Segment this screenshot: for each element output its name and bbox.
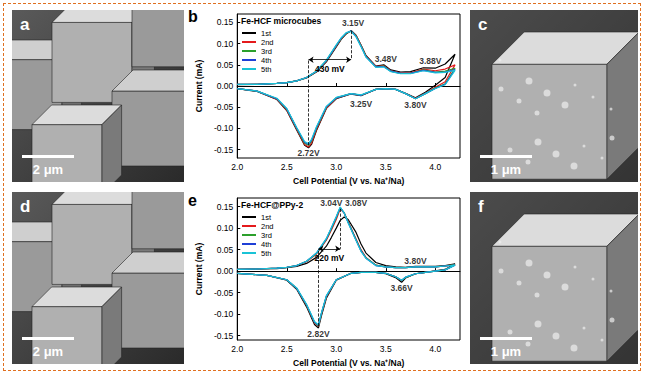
- svg-text:0.00: 0.00: [217, 81, 234, 91]
- svg-text:1 μm: 1 μm: [491, 162, 521, 177]
- svg-text:2.72V: 2.72V: [297, 148, 320, 158]
- svg-text:0.05: 0.05: [217, 245, 234, 255]
- svg-text:3rd: 3rd: [261, 231, 272, 240]
- svg-text:4th: 4th: [261, 56, 271, 65]
- svg-text:0.15: 0.15: [217, 202, 234, 212]
- svg-text:3.80V: 3.80V: [404, 100, 427, 110]
- svg-text:3.04V: 3.04V: [320, 198, 343, 208]
- svg-text:3.0: 3.0: [330, 162, 342, 172]
- svg-text:b: b: [188, 8, 198, 25]
- svg-text:c: c: [478, 15, 487, 34]
- svg-text:3.48V: 3.48V: [375, 54, 398, 64]
- svg-text:Cell Potential (V vs. Na⁺/Na): Cell Potential (V vs. Na⁺/Na): [293, 176, 404, 186]
- svg-text:3rd: 3rd: [261, 47, 272, 56]
- svg-text:4.0: 4.0: [429, 344, 441, 354]
- svg-text:2nd: 2nd: [261, 222, 274, 231]
- svg-text:-0.15: -0.15: [214, 331, 234, 341]
- svg-text:220 mV: 220 mV: [314, 253, 344, 263]
- svg-text:e: e: [188, 192, 197, 209]
- svg-text:0.05: 0.05: [217, 60, 234, 70]
- svg-text:2.5: 2.5: [281, 162, 293, 172]
- svg-text:0.10: 0.10: [217, 39, 234, 49]
- svg-text:Fe-HCF@PPy-2: Fe-HCF@PPy-2: [241, 200, 303, 210]
- svg-text:3.5: 3.5: [380, 162, 392, 172]
- svg-text:1 μm: 1 μm: [491, 344, 521, 359]
- svg-text:430 mV: 430 mV: [315, 64, 345, 74]
- svg-text:2.82V: 2.82V: [307, 329, 330, 339]
- svg-text:a: a: [20, 15, 30, 34]
- svg-text:-0.10: -0.10: [214, 123, 234, 133]
- svg-text:f: f: [478, 197, 484, 216]
- svg-text:4.0: 4.0: [429, 162, 441, 172]
- svg-text:2 μm: 2 μm: [33, 162, 63, 177]
- svg-text:2nd: 2nd: [261, 38, 274, 47]
- svg-text:3.5: 3.5: [380, 344, 392, 354]
- svg-text:-0.05: -0.05: [214, 102, 234, 112]
- svg-text:Fe-HCF microcubes: Fe-HCF microcubes: [241, 16, 322, 26]
- svg-text:5th: 5th: [261, 65, 271, 74]
- svg-text:Current (mA): Current (mA): [194, 60, 204, 113]
- svg-text:-0.15: -0.15: [214, 145, 234, 155]
- svg-text:Current (mA): Current (mA): [194, 243, 204, 296]
- svg-text:3.0: 3.0: [330, 344, 342, 354]
- svg-text:3.66V: 3.66V: [390, 283, 413, 293]
- svg-text:2.0: 2.0: [231, 344, 243, 354]
- svg-text:1st: 1st: [261, 213, 272, 222]
- svg-text:3.88V: 3.88V: [419, 56, 442, 66]
- svg-text:Cell Potential (V vs. Na⁺/Na): Cell Potential (V vs. Na⁺/Na): [293, 358, 404, 368]
- svg-text:3.80V: 3.80V: [404, 256, 427, 266]
- svg-text:-0.10: -0.10: [214, 309, 234, 319]
- svg-text:3.08V: 3.08V: [345, 198, 368, 208]
- svg-text:2.0: 2.0: [231, 162, 243, 172]
- svg-text:3.25V: 3.25V: [350, 99, 373, 109]
- svg-text:2 μm: 2 μm: [33, 344, 63, 359]
- svg-text:0.15: 0.15: [217, 17, 234, 27]
- svg-text:d: d: [20, 197, 30, 216]
- svg-text:0.00: 0.00: [217, 266, 234, 276]
- svg-text:1st: 1st: [261, 29, 272, 38]
- svg-text:-0.05: -0.05: [214, 288, 234, 298]
- svg-text:3.15V: 3.15V: [342, 18, 365, 28]
- svg-text:5th: 5th: [261, 249, 271, 258]
- svg-text:4th: 4th: [261, 240, 271, 249]
- svg-text:0.10: 0.10: [217, 223, 234, 233]
- svg-text:2.5: 2.5: [281, 344, 293, 354]
